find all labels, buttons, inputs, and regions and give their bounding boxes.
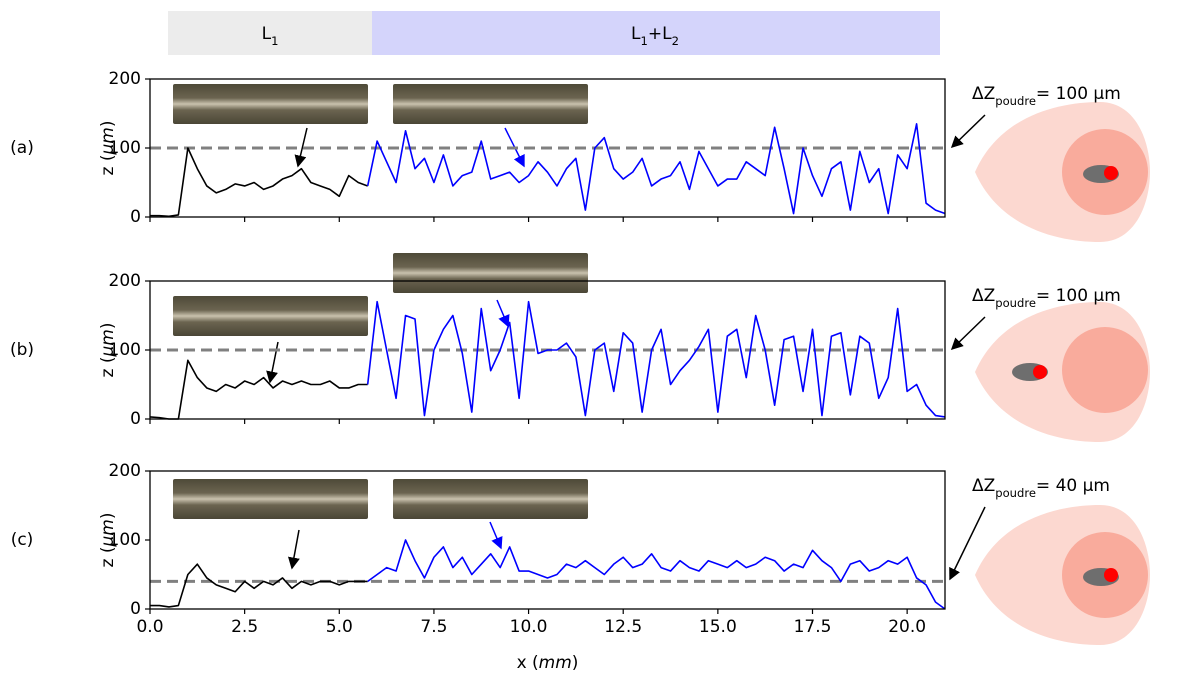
laser [1033,365,1047,379]
y-axis-label: z (µm) [98,513,118,568]
arrow [496,299,510,328]
y-tick-label: 100 [109,340,141,360]
arrow [949,506,986,581]
x-tick-label: 12.5 [604,617,642,637]
plot-frame [149,78,946,218]
annotation-part: poudre [995,94,1036,108]
banner-label-part: +L [648,24,672,44]
y-axis-label-part: z ( [98,547,118,568]
arrow [288,529,300,570]
micrograph [393,84,588,124]
micrograph [393,479,588,519]
arrow [294,127,308,168]
profile-line [366,123,946,215]
spot [1062,327,1148,413]
x-tick-label: 7.5 [420,617,447,637]
y-tick-label: 200 [109,271,141,291]
annotation-part: poudre [995,486,1036,500]
panel-label: (a) [10,138,34,158]
banner-label: L1 [262,24,279,48]
x-axis-label-part: mm [539,653,572,673]
laser [1104,166,1118,180]
y-axis-label-part: µm [98,127,118,155]
panel-label: (c) [11,530,34,550]
y-tick-label: 100 [109,530,141,550]
banner-label-part: 1 [271,34,278,48]
y-axis-label-part: ) [98,121,118,128]
y-tick-label: 200 [109,461,141,481]
y-axis-label-part: z ( [98,357,118,378]
y-tick-label: 0 [130,599,141,619]
plot-frame [149,470,946,610]
banner-label-part: 2 [672,34,679,48]
annotation: ΔZpoudre= 100 µm [972,84,1121,108]
y-axis-label: z (µm) [98,323,118,378]
x-tick-label: 0.0 [136,617,163,637]
x-axis-label: x (mm) [517,653,579,673]
y-axis-label-part: µm [98,329,118,357]
profile-line [149,359,368,420]
y-axis-label: z (µm) [98,121,118,176]
profile-line [366,300,946,418]
annotation: ΔZpoudre= 100 µm [972,286,1121,310]
arrow [950,316,986,351]
banner-label-part: L [631,24,641,44]
annotation-part: ΔZ [972,476,995,496]
x-tick-label: 17.5 [794,617,832,637]
banner-label: L1+L2 [631,24,679,48]
annotation-part: = 100 µm [1036,286,1121,306]
micrograph [173,479,368,519]
y-axis-label-part: ) [98,323,118,330]
annotation-part: ΔZ [972,286,995,306]
banner-label-part: 1 [641,34,648,48]
banner-label-part: L [262,24,272,44]
y-axis-label-part: ) [98,513,118,520]
plot-frame [149,280,946,420]
drop-a [975,102,1150,242]
drop-c [975,505,1150,645]
y-tick-label: 0 [130,207,141,227]
y-axis-label-part: z ( [98,155,118,176]
annotation-part: = 100 µm [1036,84,1121,104]
y-tick-label: 0 [130,409,141,429]
profile-line [150,147,368,218]
x-axis-label-part: ) [572,653,579,673]
x-tick-label: 10.0 [510,617,548,637]
y-axis-label-part: µm [98,519,118,547]
arrow [266,341,279,384]
banner-l1 [168,11,372,55]
x-tick-label: 20.0 [888,617,926,637]
annotation-part: = 40 µm [1036,476,1110,496]
banner-l1l2 [372,11,940,55]
x-tick-label: 5.0 [326,617,353,637]
arrow [950,114,986,149]
laser [1104,568,1118,582]
profile-line [367,539,946,610]
annotation: ΔZpoudre= 40 µm [972,476,1110,500]
arrow [489,521,503,550]
micrograph [393,253,588,293]
x-tick-label: 2.5 [231,617,258,637]
x-tick-label: 15.0 [699,617,737,637]
annotation-part: poudre [995,296,1036,310]
y-tick-label: 100 [109,138,141,158]
profile-line [150,563,368,608]
x-axis-label-part: x ( [517,653,539,673]
drop-b [975,302,1150,442]
y-tick-label: 200 [109,69,141,89]
micrograph [173,296,368,336]
annotation-part: ΔZ [972,84,995,104]
micrographs [173,84,588,519]
arrows [266,114,986,581]
panel-label: (b) [10,340,34,360]
micrograph [173,84,368,124]
